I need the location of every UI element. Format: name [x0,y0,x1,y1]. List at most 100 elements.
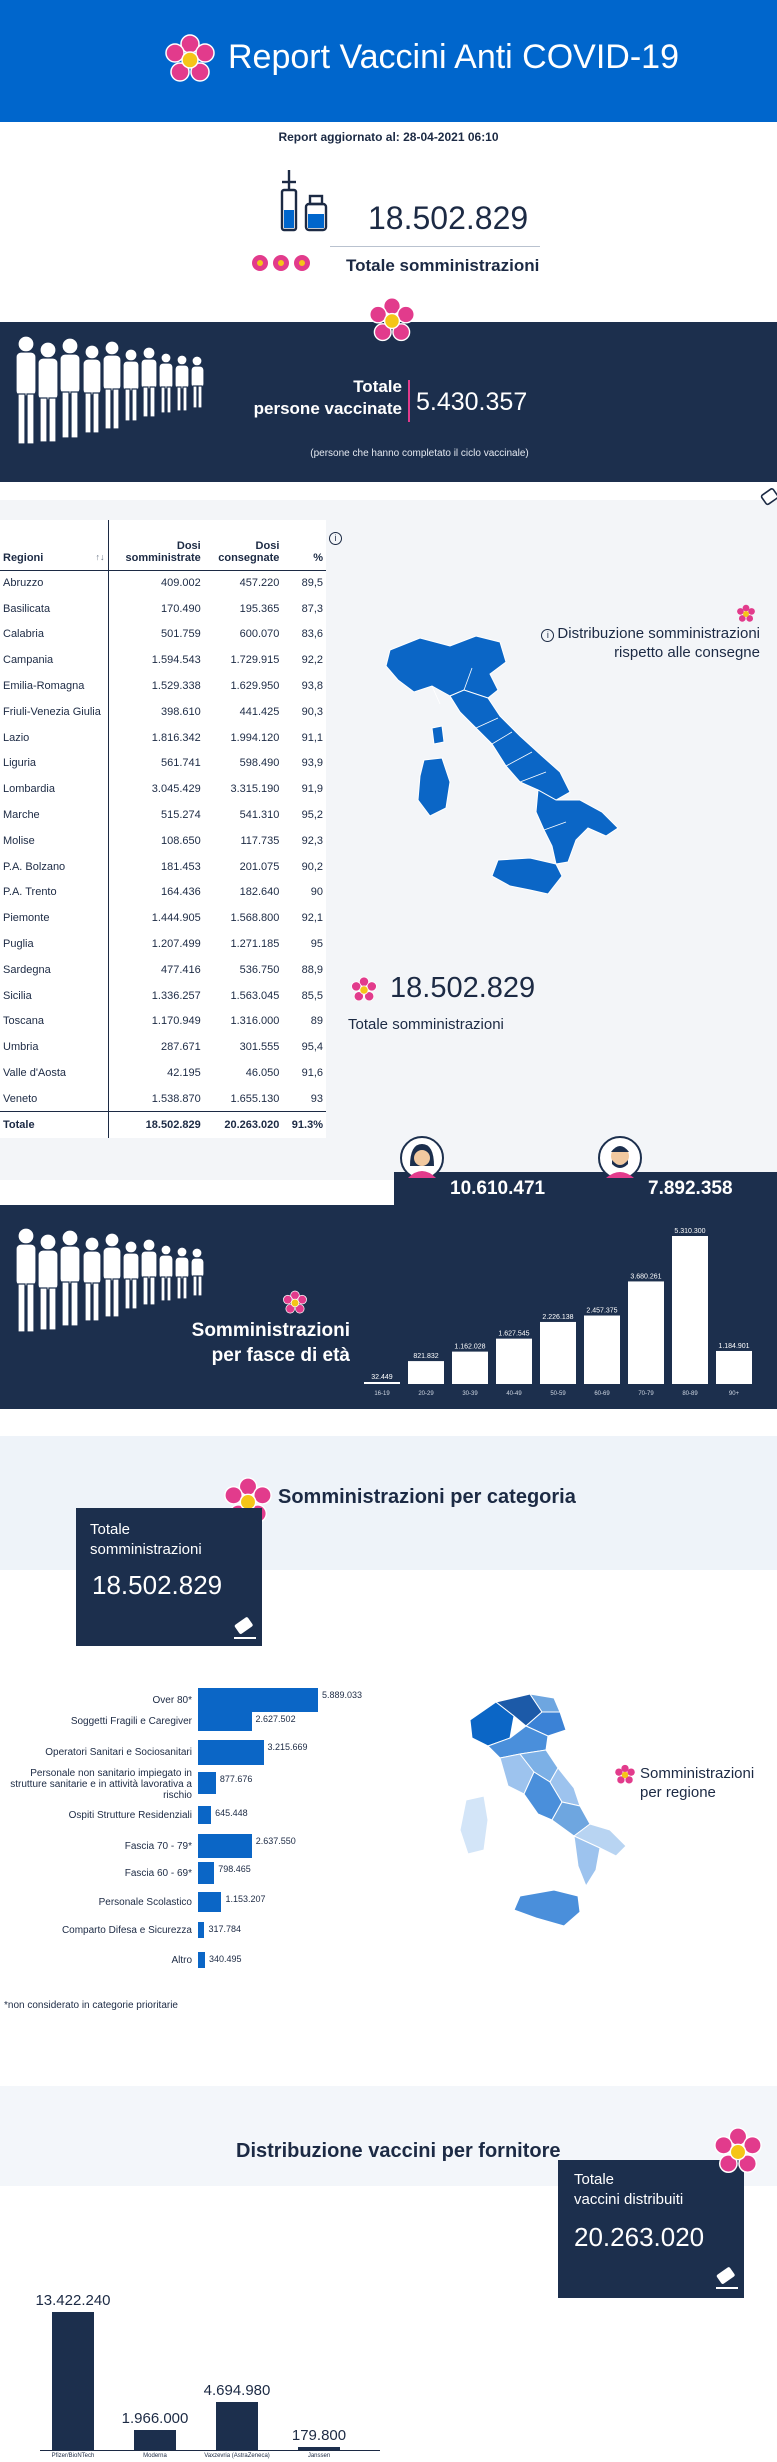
col-percent[interactable]: % [282,520,326,571]
divider [330,246,540,247]
map-delivery-title: i Distribuzione somministrazioni rispetto… [520,624,760,662]
category-bar[interactable] [198,1862,215,1884]
category-bar[interactable] [198,1740,264,1765]
table-row[interactable]: Basilicata 170.490 195.365 87,3 [0,595,326,622]
flower-icon [737,604,755,622]
female-avatar-icon [400,1136,444,1180]
vaccinated-note: (persone che hanno completato il ciclo v… [310,448,529,459]
table-row[interactable]: Abruzzo 409.002 457.220 89,5 [0,570,326,596]
cell-pct: 88,9 [301,963,323,976]
age-bar[interactable] [540,1321,576,1384]
supplier-bar[interactable] [298,2447,340,2450]
table-row[interactable]: P.A. Bolzano 181.453 201.075 90,2 [0,853,326,880]
cell-pct: 92,3 [301,834,323,847]
cell-name: Umbria [0,1034,109,1061]
category-bar[interactable] [198,1772,216,1794]
table-row[interactable]: Molise 108.650 117.735 92,3 [0,827,326,854]
map-delivery-title-line1: i Distribuzione somministrazioni [520,624,760,643]
category-title: Somministrazioni per categoria [278,1486,576,1508]
col-doses-given[interactable]: Dosi somministrate [108,520,204,571]
table-row[interactable]: Sicilia 1.336.257 1.563.045 85,5 [0,982,326,1009]
cell-given: 398.610 [160,705,201,718]
age-bar[interactable] [716,1350,752,1384]
eraser-icon[interactable] [714,2266,740,2290]
age-bar[interactable] [628,1281,664,1384]
table-row[interactable]: Lombardia 3.045.429 3.315.190 91,9 [0,776,326,803]
category-bar[interactable] [198,1712,252,1731]
table-row[interactable]: Toscana 1.170.949 1.316.000 89 [0,1008,326,1035]
table-row[interactable]: Lazio 1.816.342 1.994.120 91,1 [0,724,326,751]
sort-icon[interactable]: ↑↓ [95,551,105,562]
category-bar[interactable] [198,1834,252,1858]
supplier-bar[interactable] [134,2429,176,2450]
cell-pct: 83,6 [301,628,323,641]
last-updated: Report aggiornato al: 28-04-2021 06:10 [278,130,499,144]
cell-given: 1.207.499 [151,938,201,951]
cell-name: Veneto [0,1085,109,1112]
cell-delivered: 600.070 [239,628,280,641]
table-row[interactable]: Calabria 501.759 600.070 83,6 [0,621,326,648]
category-bar[interactable] [198,1688,318,1712]
age-bar-label: 32.449 [371,1374,393,1381]
vaccinated-label-line1: Totale [353,377,402,396]
italy-map-regions[interactable] [450,1690,630,1930]
flower-icon [615,1764,635,1784]
table-row[interactable]: Veneto 1.538.870 1.655.130 93 [0,1085,326,1112]
total-region: Totale [0,1111,109,1138]
age-tick-label: 70-79 [638,1391,654,1397]
flower-icon [351,976,377,1002]
table-row[interactable]: Umbria 287.671 301.555 95,4 [0,1034,326,1061]
col-region[interactable]: Regioni ↑↓ [0,520,109,571]
table-row[interactable]: Sardegna 477.416 536.750 88,9 [0,956,326,983]
cell-given: 164.436 [160,886,201,899]
age-bar[interactable] [452,1351,488,1384]
col-doses-delivered-line2: consegnate [218,551,280,564]
info-icon[interactable]: i [329,532,342,545]
table-row[interactable]: Piemonte 1.444.905 1.568.800 92,1 [0,905,326,932]
table-row[interactable]: Valle d'Aosta 42.195 46.050 91,6 [0,1060,326,1086]
total-administrations-label: Totale somministrazioni [346,256,540,275]
cell-given: 287.671 [160,1041,201,1054]
cell-name: Lombardia [0,776,109,803]
table-row[interactable]: P.A. Trento 164.436 182.640 90 [0,879,326,906]
table-row[interactable]: Emilia-Romagna 1.529.338 1.629.950 93,8 [0,673,326,699]
cell-pct: 90,2 [301,860,323,873]
age-bar-label: 5.310.300 [674,1228,705,1235]
category-value: 645.448 [215,1808,248,1818]
eraser-icon[interactable] [760,488,777,508]
italy-map-delivery[interactable] [380,632,620,902]
vaccinated-label-line2: persone vaccinate [253,399,402,418]
supplier-value: 13.422.240 [35,2292,111,2309]
age-bar[interactable] [364,1382,400,1384]
age-bar-chart[interactable]: 32.449 16-19 821.832 20-29 1.162.028 30-39 1.6… [360,1212,760,1402]
table-row[interactable]: Puglia 1.207.499 1.271.185 95 [0,931,326,957]
info-icon[interactable]: i [541,629,555,642]
category-bar[interactable] [198,1892,222,1912]
table-row[interactable]: Campania 1.594.543 1.729.915 92,2 [0,647,326,674]
age-bar[interactable] [496,1338,532,1384]
cell-given: 3.045.429 [151,783,201,796]
supplier-bar[interactable] [216,2401,258,2450]
region-map-title: Somministrazioni per regione [640,1764,754,1802]
supplier-box-label: Totale vaccini distribuiti [574,2170,683,2210]
male-avatar-icon [598,1136,642,1180]
category-bar[interactable] [198,1952,205,1968]
age-bar[interactable] [408,1361,444,1384]
map-delivery-title-text: Distribuzione somministrazioni [557,625,760,642]
cell-pct: 85,5 [301,989,323,1002]
col-doses-delivered[interactable]: Dosi consegnate [203,520,283,571]
age-bar[interactable] [584,1315,620,1384]
age-tick-label: 20-29 [418,1391,434,1397]
eraser-icon[interactable] [232,1616,258,1640]
category-bar[interactable] [198,1806,212,1824]
table-row[interactable]: Friuli-Venezia Giulia 398.610 441.425 90,3 [0,698,326,725]
table-row[interactable]: Liguria 561.741 598.490 93,9 [0,750,326,777]
age-bar[interactable] [672,1236,708,1384]
supplier-bar[interactable] [52,2312,94,2450]
table-row[interactable]: Marche 515.274 541.310 95,2 [0,802,326,828]
category-bar[interactable] [198,1922,205,1938]
header-bar [0,0,777,122]
cell-given: 501.759 [160,628,201,641]
flower-icon [369,297,415,342]
age-bar-label: 1.162.028 [454,1344,485,1351]
